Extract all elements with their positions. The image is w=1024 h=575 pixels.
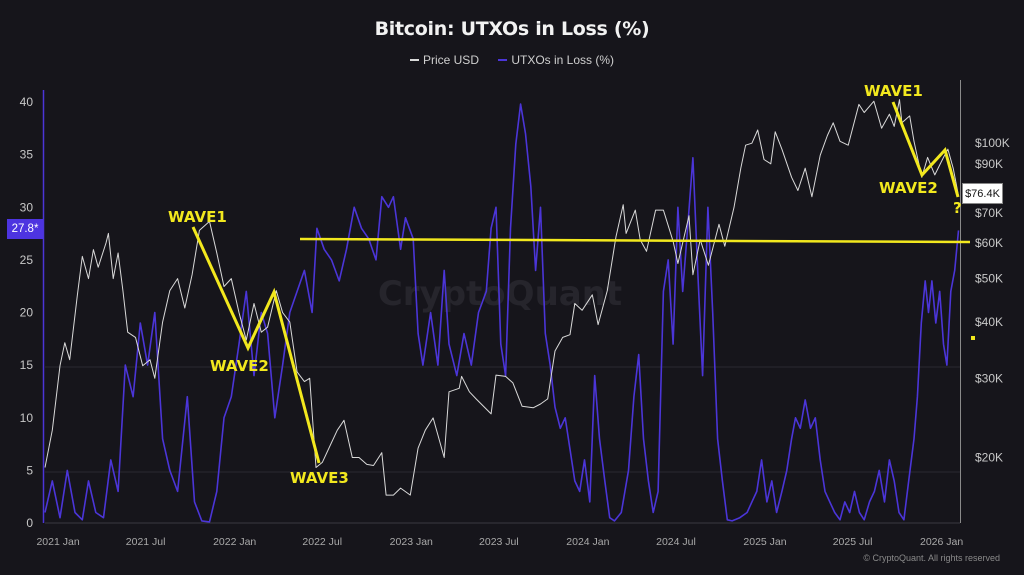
series-layer (44, 99, 960, 523)
support-line (299, 237, 971, 244)
x-tick-label: 2025 Jul (833, 536, 873, 548)
copyright: © CryptoQuant. All rights reserved (863, 553, 1000, 563)
y-right-tick-label: $30K (975, 371, 1003, 385)
legend-swatch-price (409, 59, 419, 61)
price-current-value-label: $76.4K (962, 183, 1003, 204)
x-tick-label: 2025 Jan (743, 536, 786, 548)
annotation-wave2-left: WAVE2 (210, 357, 269, 375)
y-right-tick-label: $90K (975, 157, 1003, 171)
x-tick-label: 2024 Jan (566, 536, 609, 548)
y-right-tick-label: $70K (975, 206, 1003, 220)
legend-item-utxo[interactable]: UTXOs in Loss (%) (498, 53, 614, 67)
y-left-tick-label: 25 (20, 253, 34, 267)
utxo-current-value-label: 27.8* (7, 219, 43, 239)
y-right-tick-label: $40K (975, 315, 1003, 329)
y-left-tick-label: 10 (20, 411, 34, 425)
wave-path-right (891, 101, 960, 198)
x-tick-label: 2022 Jan (213, 536, 256, 548)
legend: Price USD UTXOs in Loss (%) (0, 50, 1024, 67)
y-right-tick-label: $20K (975, 450, 1003, 464)
x-tick-label: 2026 Jan (920, 536, 963, 548)
y-left-tick-label: 30 (20, 200, 34, 214)
ticks-layer: 0 5 10 15 20 25 30 35 40 $20K $30K $40K $50K $60K $70K… (20, 95, 1010, 548)
price-line (44, 99, 959, 496)
y-left-tick-label: 0 (26, 516, 33, 530)
y-left-tick-label: 15 (20, 358, 34, 372)
x-tick-label: 2022 Jul (302, 536, 342, 548)
annotation-wave2-right: WAVE2 (879, 179, 938, 197)
annotations (191, 101, 971, 464)
annotation-wave3-left: WAVE3 (290, 469, 349, 487)
legend-swatch-utxo (498, 59, 508, 61)
x-tick-label: 2021 Jan (36, 536, 79, 548)
x-tick-label: 2024 Jul (656, 536, 696, 548)
y-left-tick-label: 5 (26, 463, 33, 477)
legend-label-price: Price USD (422, 53, 479, 67)
y-right-tick-label: $60K (975, 236, 1003, 250)
legend-label-utxo: UTXOs in Loss (%) (511, 53, 615, 67)
y-left-tick-label: 20 (20, 306, 34, 320)
y-left-tick-label: 40 (20, 95, 34, 109)
x-tick-label: 2021 Jul (126, 536, 166, 548)
y-left-tick-label: 35 (20, 148, 34, 162)
y-right-tick-label: $50K (975, 272, 1003, 286)
utxo-line (44, 103, 960, 523)
annotation-question: ? (953, 199, 962, 217)
annotation-dot (971, 336, 975, 340)
annotation-wave1-right: WAVE1 (864, 82, 923, 100)
annotation-wave1-left: WAVE1 (168, 208, 227, 226)
x-tick-label: 2023 Jul (479, 536, 519, 548)
y-right-tick-label: $100K (975, 136, 1010, 150)
chart-title: Bitcoin: UTXOs in Loss (%) (374, 18, 650, 40)
wave-path-left (191, 226, 321, 464)
x-tick-label: 2023 Jan (390, 536, 433, 548)
legend-item-price[interactable]: Price USD (409, 53, 479, 67)
